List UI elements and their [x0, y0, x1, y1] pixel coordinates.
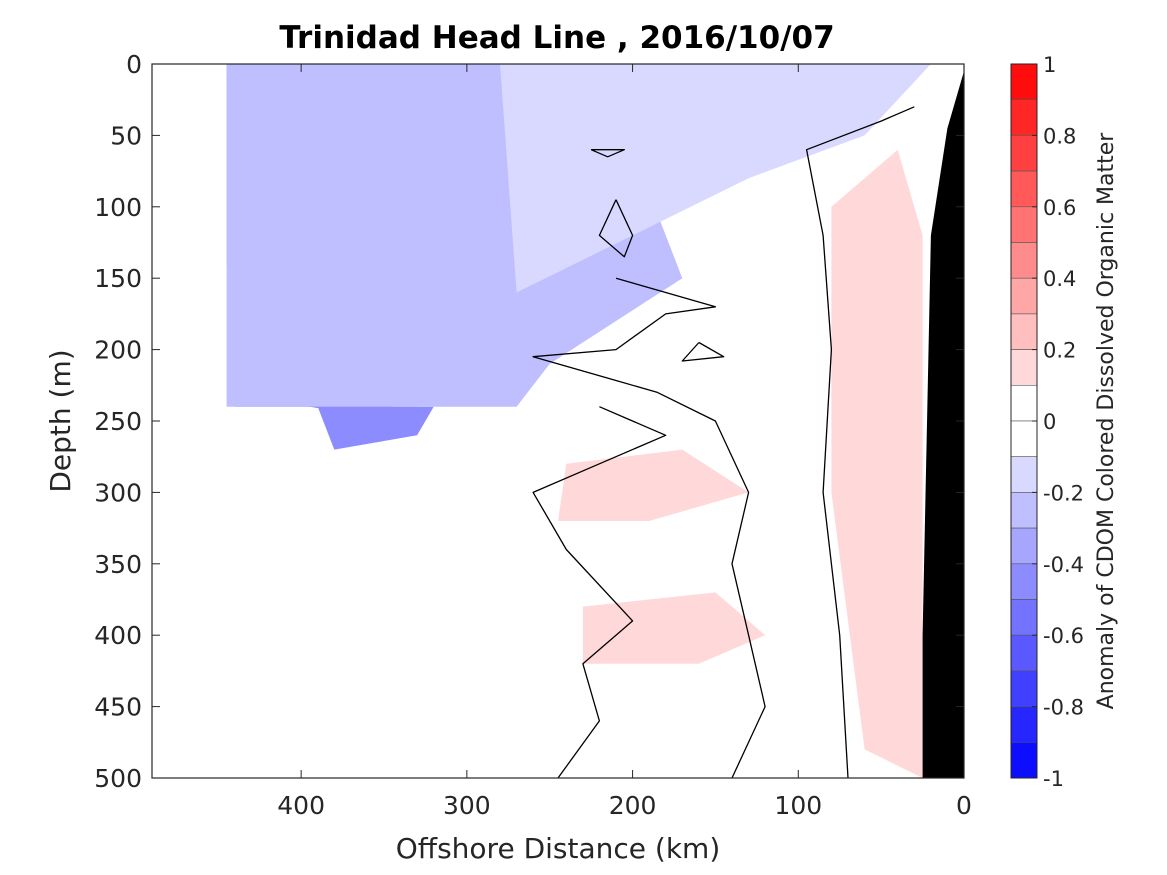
x-axis-label: Offshore Distance (km)	[396, 832, 721, 865]
colorbar-cell	[1010, 563, 1038, 600]
colorbar-tick-label: -0.2	[1043, 481, 1084, 505]
y-tick-label: 50	[110, 121, 142, 150]
colorbar-cell	[1010, 456, 1038, 493]
zero-contour-6	[681, 341, 725, 362]
y-tick-label: 200	[94, 336, 142, 365]
colorbar-cell	[1010, 349, 1038, 386]
y-tick-label: 400	[94, 621, 142, 650]
x-tick-label: 200	[609, 791, 657, 820]
region-deep-weak-positive-patches	[558, 449, 749, 521]
colorbar-label: Anomaly of CDOM Colored Dissolved Organi…	[1094, 132, 1119, 710]
x-tick-label: 100	[774, 791, 822, 820]
colorbar-cell	[1010, 170, 1038, 208]
colorbar-tick-label: 0.4	[1043, 267, 1076, 291]
y-tick-label: 350	[94, 550, 142, 579]
zero-contour-3	[532, 406, 667, 779]
y-axis-label: Depth (m)	[44, 349, 77, 492]
region-nearshore-weak-positive	[831, 149, 923, 778]
colorbar: 1 0.8 0.6 0.4 0.2 0 -0.2 -0.4 -0.6 -0.8 -1	[1010, 53, 1084, 791]
region-surface-weak-negative	[500, 64, 931, 293]
y-tick-label: 500	[94, 764, 142, 793]
region-mid-depth-weak-positive-patches	[582, 592, 766, 664]
colorbar-cell	[1010, 99, 1038, 136]
zero-contour-2	[532, 277, 766, 779]
y-tick-label: 450	[94, 693, 142, 722]
colorbar-cell	[1010, 242, 1038, 279]
zero-contour-4	[590, 149, 625, 158]
x-tick-label: 300	[443, 791, 491, 820]
zero-contour-5	[598, 199, 634, 258]
colorbar-cell	[1010, 492, 1038, 529]
y-tick-label: 100	[94, 193, 142, 222]
colorbar-cell	[1010, 313, 1038, 350]
x-tick-label: 0	[956, 791, 972, 820]
colorbar-cell	[1010, 634, 1038, 672]
colorbar-cell	[1010, 527, 1038, 565]
colorbar-cell	[1010, 599, 1038, 636]
x-tick-label: 400	[277, 791, 325, 820]
y-tick-label: 150	[94, 264, 142, 293]
chart-title: Trinidad Head Line , 2016/10/07	[279, 20, 834, 56]
plot-area	[151, 63, 965, 779]
colorbar-cell	[1010, 135, 1038, 172]
colorbar-tick-label: 0.6	[1043, 196, 1076, 220]
zero-contour-1	[805, 106, 915, 779]
colorbar-tick-label: 1	[1043, 53, 1056, 77]
y-tick-label: 250	[94, 407, 142, 436]
colorbar-tick-label: 0	[1043, 410, 1056, 434]
colorbar-cell	[1010, 384, 1038, 422]
colorbar-tick-label: -0.4	[1043, 553, 1084, 577]
y-tick-label: 0	[126, 50, 142, 79]
colorbar-cell	[1010, 706, 1038, 743]
colorbar-tick-label: -0.6	[1043, 624, 1084, 648]
colorbar-cell	[1010, 206, 1038, 243]
colorbar-cell	[1010, 741, 1038, 779]
region-nearshore-bottom	[922, 71, 964, 779]
colorbar-cell	[1010, 670, 1038, 707]
colorbar-tick-label: 0.8	[1043, 124, 1076, 148]
y-tick-label: 300	[94, 478, 142, 507]
colorbar-cell	[1010, 63, 1038, 101]
colorbar-tick-label: -1	[1043, 767, 1064, 791]
colorbar-tick-label: -0.8	[1043, 696, 1084, 720]
colorbar-tick-label: 0.2	[1043, 339, 1076, 363]
colorbar-cell	[1010, 420, 1038, 458]
colorbar-cell	[1010, 277, 1038, 315]
region-deep-offshore-lobe	[317, 406, 434, 450]
